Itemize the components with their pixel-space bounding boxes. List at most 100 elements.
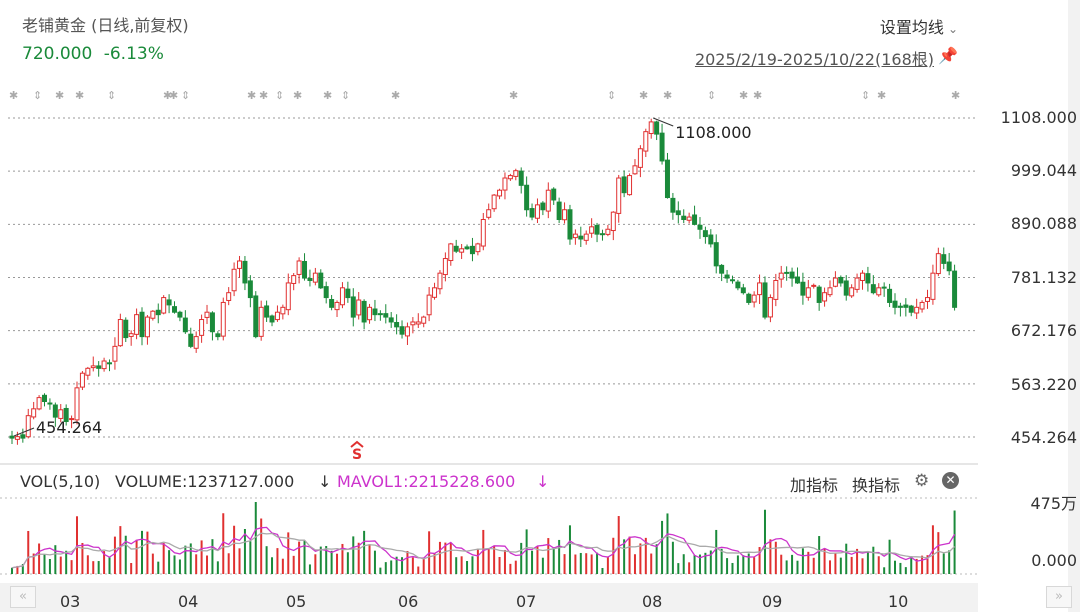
- high-pointer: [653, 117, 674, 127]
- candle-body: [589, 226, 595, 234]
- candle-body: [117, 319, 123, 347]
- candle-body: [822, 292, 828, 302]
- candle-body: [107, 362, 113, 365]
- candle-body: [838, 276, 844, 284]
- candle-body: [583, 233, 589, 241]
- candle-body: [415, 321, 421, 325]
- candle-body: [534, 204, 540, 219]
- candle-body: [692, 214, 698, 225]
- candle-body: [448, 243, 454, 262]
- candle-body: [193, 336, 199, 349]
- candle-body: [166, 299, 172, 306]
- event-star-icon: ✱: [9, 89, 18, 102]
- candle-body: [14, 436, 20, 440]
- gear-icon[interactable]: ⚙: [914, 471, 930, 491]
- candle-body: [123, 319, 129, 339]
- stock-title: 老铺黄金 (日线,前复权): [22, 16, 189, 35]
- candle-body: [870, 284, 876, 294]
- candle-body: [410, 321, 416, 326]
- candle-body: [605, 228, 611, 235]
- candle-body: [643, 131, 649, 152]
- event-arrow-icon: ⇕: [275, 89, 284, 102]
- candle-body: [811, 284, 817, 287]
- candle-body: [47, 402, 53, 405]
- scroll-left-button[interactable]: «: [10, 586, 36, 608]
- candle-body: [404, 326, 410, 337]
- price-line: 720.000 -6.13%: [22, 44, 170, 64]
- switch-indicator-button[interactable]: 换指标: [852, 476, 901, 495]
- scroll-right-button[interactable]: »: [1046, 586, 1072, 608]
- candle-body: [285, 282, 291, 311]
- candle-body: [876, 287, 882, 296]
- candle-body: [388, 317, 394, 323]
- last-price: 720.000: [22, 44, 93, 64]
- event-star-icon: ✱: [247, 89, 256, 102]
- candle-body: [258, 306, 264, 337]
- candle-body: [708, 234, 714, 245]
- y-tick-label: 454.264: [1010, 428, 1077, 447]
- candle-body: [475, 243, 481, 253]
- candle-body: [459, 248, 465, 253]
- pin-icon[interactable]: 📌: [938, 46, 958, 65]
- close-icon[interactable]: ✕: [942, 472, 959, 489]
- time-axis-bar: [0, 583, 978, 612]
- candle-body: [85, 367, 91, 376]
- candle-body: [96, 365, 102, 369]
- low-pointer: [13, 427, 35, 437]
- month-label: 04: [178, 592, 199, 611]
- candle-body: [681, 215, 687, 220]
- candle-body: [740, 287, 746, 294]
- candle-body: [892, 300, 898, 308]
- indicator-name: VOL(5,10): [20, 472, 101, 491]
- candle-body: [9, 435, 15, 439]
- signal-marker: S: [352, 447, 362, 463]
- candle-body: [908, 305, 914, 313]
- volume-arrow-icon: ↓: [318, 472, 332, 491]
- event-star-icon: ✱: [753, 89, 762, 102]
- add-indicator-button[interactable]: 加指标: [790, 476, 839, 495]
- candle-body: [903, 304, 909, 308]
- candle-body: [36, 397, 42, 410]
- candle-body: [280, 306, 286, 315]
- candle-body: [226, 292, 232, 301]
- month-label: 07: [516, 592, 537, 611]
- candle-body: [513, 170, 519, 177]
- candle-body: [134, 314, 140, 335]
- candle-body: [464, 246, 470, 250]
- low-label: 454.264: [36, 418, 102, 437]
- candle-body: [215, 333, 221, 338]
- candle-body: [58, 409, 64, 419]
- candle-body: [952, 270, 958, 308]
- mavol-arrow-icon: ↓: [536, 472, 550, 491]
- set-ma-button[interactable]: 设置均线 ⌄: [880, 14, 958, 38]
- candle-body: [784, 271, 790, 274]
- event-star-icon: ✱: [323, 89, 332, 102]
- event-star-icon: ✱: [877, 89, 886, 102]
- candle-body: [74, 387, 80, 421]
- candle-body: [188, 333, 194, 347]
- candle-body: [648, 121, 654, 135]
- candle-body: [204, 311, 210, 318]
- candle-body: [220, 301, 226, 337]
- candle-body: [887, 288, 893, 303]
- candle-body: [90, 365, 96, 369]
- signal-arrow-icon: [350, 440, 364, 448]
- mavol-value: MAVOL1:2215228.600: [337, 472, 516, 491]
- candle-body: [637, 148, 643, 168]
- candle-body: [231, 268, 237, 292]
- candle-body: [421, 316, 427, 324]
- candle-body: [849, 287, 855, 297]
- month-label: 09: [762, 592, 783, 611]
- candle-body: [562, 209, 568, 221]
- event-star-icon: ✱: [739, 89, 748, 102]
- candle-body: [751, 294, 757, 303]
- candle-body: [578, 235, 584, 240]
- event-arrow-icon: ⇕: [107, 89, 116, 102]
- candle-body: [551, 188, 557, 201]
- candle-body: [789, 271, 795, 279]
- month-label: 05: [286, 592, 307, 611]
- date-range-link[interactable]: 2025/2/19-2025/10/22(168根): [694, 50, 934, 69]
- event-star-icon: ✱: [75, 89, 84, 102]
- y-tick-label: 1108.000: [1000, 108, 1077, 127]
